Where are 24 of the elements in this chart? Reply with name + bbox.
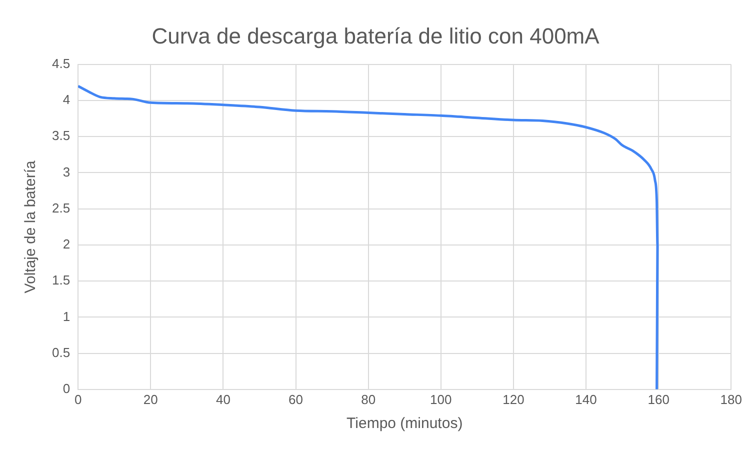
y-tick-label: 3 bbox=[62, 164, 70, 180]
x-tick-label: 80 bbox=[361, 392, 376, 407]
y-axis-title: Voltaje de la batería bbox=[22, 160, 40, 294]
x-tick-label: 20 bbox=[143, 392, 158, 407]
y-tick-label: 2.5 bbox=[52, 200, 70, 216]
y-tick-label: 1.5 bbox=[52, 272, 70, 288]
x-tick-label: 180 bbox=[720, 392, 742, 407]
y-tick-label: 0 bbox=[62, 380, 70, 396]
chart-title: Curva de descarga batería de litio con 400mA bbox=[152, 23, 600, 48]
y-tick-label: 3.5 bbox=[52, 128, 70, 144]
y-tick-label: 4.5 bbox=[52, 56, 70, 71]
x-tick-label: 100 bbox=[430, 392, 452, 407]
x-tick-label: 120 bbox=[502, 392, 524, 407]
x-tick-label: 40 bbox=[216, 392, 230, 407]
y-tick-label: 2 bbox=[62, 236, 70, 252]
y-tick-label: 0.5 bbox=[52, 344, 70, 360]
x-tick-label: 140 bbox=[575, 392, 597, 407]
y-tick-label: 1 bbox=[62, 308, 70, 324]
x-tick-label: 60 bbox=[288, 392, 303, 407]
x-tick-label: 0 bbox=[74, 392, 82, 407]
x-axis-title: Tiempo (minutos) bbox=[346, 415, 463, 432]
line-series bbox=[78, 84, 659, 390]
y-tick-label: 4 bbox=[62, 92, 70, 108]
x-tick-label: 160 bbox=[648, 392, 670, 407]
